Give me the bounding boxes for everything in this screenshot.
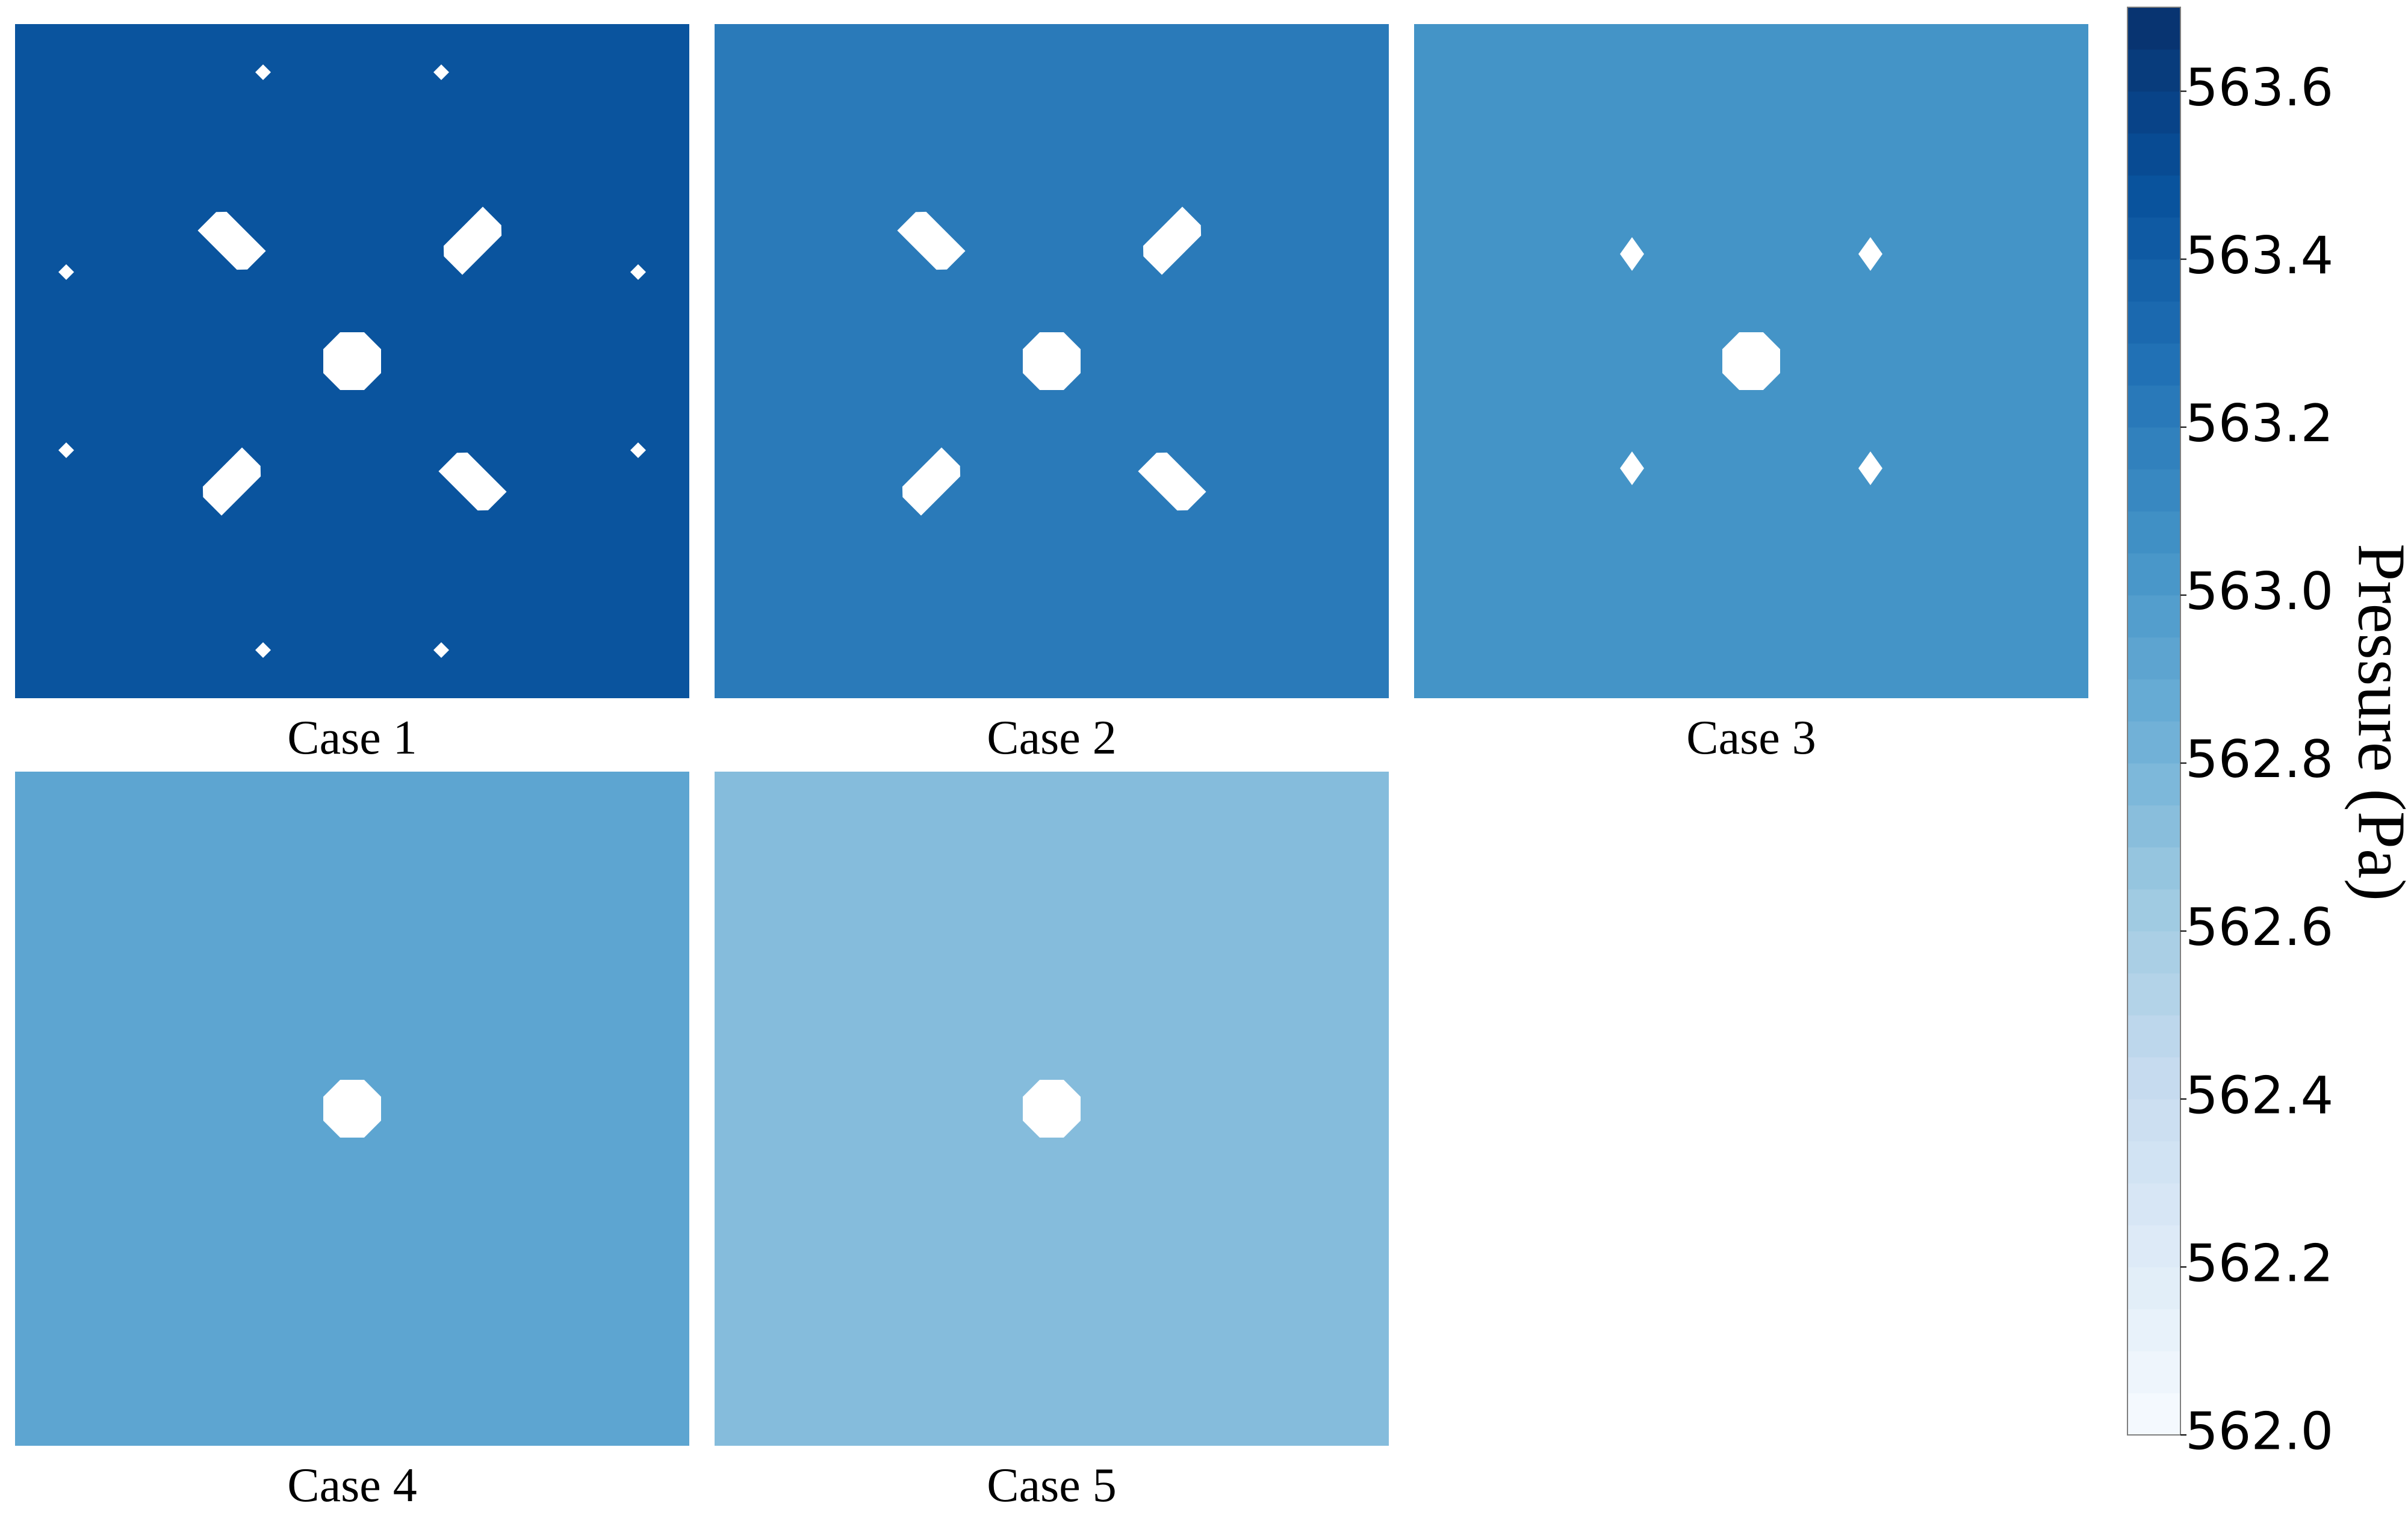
diamond-hole-4 <box>1858 451 1882 485</box>
slot-hole-2 <box>443 206 502 275</box>
colorbar-level <box>2127 1057 2180 1100</box>
panel-5: Case 5 <box>715 772 1389 1512</box>
colorbar-frame <box>2127 7 2181 1436</box>
colorbar-level <box>2127 637 2180 680</box>
panel-label-5: Case 5 <box>987 1459 1117 1512</box>
center-hole <box>323 1080 381 1138</box>
slot-hole-4 <box>438 452 507 511</box>
slot-hole-4 <box>1138 452 1206 511</box>
outer-hole-3 <box>58 264 74 280</box>
center-hole <box>1023 332 1081 390</box>
colorbar-level <box>2127 1393 2180 1436</box>
colorbar-level <box>2127 973 2180 1015</box>
panel-label-2: Case 2 <box>987 711 1117 764</box>
outer-hole-2 <box>433 64 449 80</box>
colorbar-tick-label: 562.2 <box>2185 1233 2333 1293</box>
colorbar-tick-label: 562.8 <box>2185 730 2333 790</box>
colorbar-level <box>2127 7 2180 50</box>
colorbar-level <box>2127 49 2180 92</box>
colorbar-level <box>2127 259 2180 302</box>
colorbar-level <box>2127 91 2180 134</box>
colorbar-level <box>2127 847 2180 890</box>
colorbar-level <box>2127 469 2180 512</box>
panel-1: Case 1 <box>15 24 689 764</box>
panel-4: Case 4 <box>15 772 689 1512</box>
colorbar-level <box>2127 931 2180 974</box>
center-hole <box>1722 332 1780 390</box>
colorbar-level <box>2127 679 2180 722</box>
colorbar-level <box>2127 427 2180 470</box>
panel-2: Case 2 <box>715 24 1389 764</box>
colorbar-level <box>2127 595 2180 638</box>
outer-hole-8 <box>433 642 449 658</box>
colorbar-tick-label: 563.0 <box>2185 562 2333 622</box>
outer-hole-1 <box>255 64 271 80</box>
panel-label-3: Case 3 <box>1686 711 1816 764</box>
slot-hole-3 <box>202 447 261 516</box>
colorbar-level <box>2127 889 2180 932</box>
colorbar-level <box>2127 805 2180 847</box>
colorbar-level <box>2127 385 2180 428</box>
diamond-hole-3 <box>1620 451 1644 485</box>
panel-label-1: Case 1 <box>287 711 417 764</box>
colorbar-level <box>2127 217 2180 260</box>
colorbar-level <box>2127 553 2180 596</box>
center-hole <box>323 332 381 390</box>
panel-label-4: Case 4 <box>287 1459 417 1512</box>
colorbar-level <box>2127 1098 2180 1142</box>
panels: Case 1 Case 2 Case 3 Case 4 Case 5 <box>15 24 2088 1512</box>
panel-3: Case 3 <box>1414 24 2088 764</box>
colorbar-level <box>2127 721 2180 764</box>
colorbar-level <box>2127 511 2180 554</box>
slot-hole-3 <box>902 447 961 516</box>
outer-hole-7 <box>255 642 271 658</box>
colorbar-level <box>2127 175 2180 218</box>
colorbar-level <box>2127 1351 2180 1393</box>
colorbar-level <box>2127 763 2180 806</box>
colorbar-level <box>2127 301 2180 344</box>
colorbar-tick-label: 563.4 <box>2185 226 2333 286</box>
slot-hole-2 <box>1143 206 1202 275</box>
colorbar-level <box>2127 1225 2180 1268</box>
colorbar-level <box>2127 1141 2180 1184</box>
colorbar-level <box>2127 343 2180 386</box>
colorbar-tick-label: 563.6 <box>2185 58 2333 118</box>
colorbar-level <box>2127 1266 2180 1310</box>
colorbar-tick-label: 562.6 <box>2185 897 2333 958</box>
slot-hole-1 <box>897 211 966 270</box>
colorbar-tick-label: 562.4 <box>2185 1065 2333 1126</box>
outer-hole-4 <box>630 264 646 280</box>
diamond-hole-1 <box>1620 237 1644 271</box>
colorbar-level <box>2127 1015 2180 1058</box>
center-hole <box>1023 1080 1081 1138</box>
colorbar-tick-label: 563.2 <box>2185 394 2333 454</box>
colorbar-level <box>2127 1309 2180 1352</box>
diamond-hole-2 <box>1858 237 1882 271</box>
colorbar: 563.6 563.4 563.2 563.0 562.8 562.6 562.4 562.2… <box>2127 7 2408 1461</box>
slot-hole-1 <box>197 211 266 270</box>
colorbar-level <box>2127 133 2180 176</box>
colorbar-tick-label: 562.0 <box>2185 1401 2333 1461</box>
outer-hole-5 <box>58 442 74 458</box>
colorbar-level <box>2127 1183 2180 1225</box>
outer-hole-6 <box>630 442 646 458</box>
colorbar-title: Pressure (Pa) <box>2344 544 2408 901</box>
